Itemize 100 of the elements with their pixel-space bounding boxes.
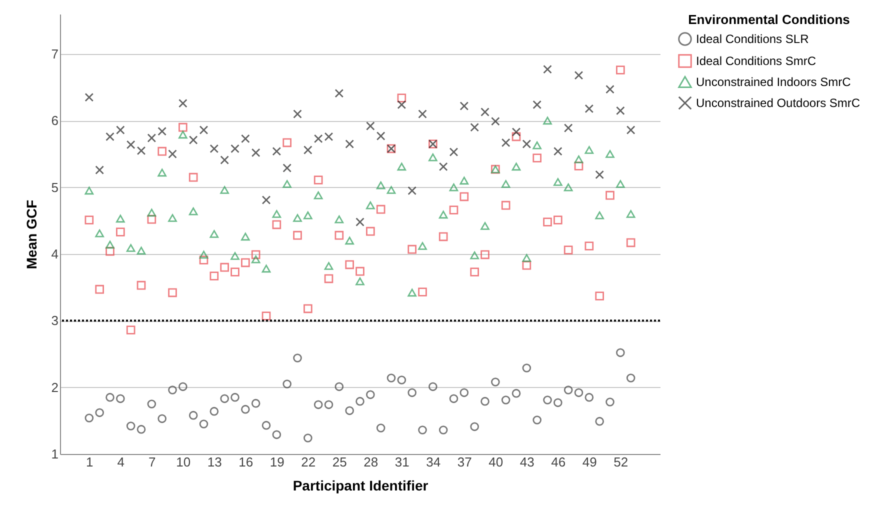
point (178, 98, 188, 108)
point (95, 408, 104, 418)
point (230, 268, 240, 276)
point (314, 176, 323, 184)
point (460, 102, 469, 110)
x-tick-label: 31 (394, 454, 410, 470)
point (491, 378, 500, 386)
point (449, 148, 458, 156)
point (595, 170, 604, 180)
point (282, 138, 292, 148)
point (262, 196, 271, 204)
point (449, 206, 458, 214)
point (418, 426, 427, 434)
point (178, 122, 188, 132)
point (136, 246, 146, 255)
point (147, 208, 156, 217)
point (460, 192, 469, 202)
point (282, 164, 292, 172)
x-tick-label: 46 (551, 454, 566, 470)
point (158, 414, 166, 424)
point (584, 146, 594, 154)
point (116, 126, 125, 134)
point (449, 394, 458, 404)
point (84, 186, 94, 195)
x-tick-label: 49 (582, 454, 597, 470)
point (168, 386, 177, 394)
point (574, 70, 584, 80)
point (158, 146, 166, 156)
point (345, 140, 354, 148)
point (606, 84, 614, 94)
point (116, 394, 125, 404)
point (106, 246, 114, 256)
point (438, 426, 448, 434)
point (376, 181, 386, 190)
point (512, 162, 521, 171)
point (324, 132, 334, 142)
point (616, 66, 625, 74)
point (356, 396, 364, 406)
point (251, 250, 260, 260)
point (230, 144, 240, 154)
point (106, 392, 114, 402)
point (428, 153, 438, 162)
point (116, 228, 125, 236)
point (241, 134, 250, 144)
point (334, 88, 344, 98)
point (564, 183, 573, 192)
point (126, 140, 136, 150)
point (418, 110, 427, 118)
point (126, 422, 136, 430)
point (334, 382, 344, 392)
point (210, 406, 219, 416)
point (512, 388, 521, 398)
point (95, 284, 104, 294)
point (178, 130, 188, 139)
point (293, 354, 302, 362)
point (324, 400, 334, 410)
point (543, 64, 552, 74)
point (178, 382, 188, 392)
point (251, 398, 260, 408)
point (512, 132, 521, 142)
y-tick-label: 4 (51, 246, 58, 262)
point (543, 218, 552, 226)
point (408, 288, 416, 297)
point (366, 122, 375, 130)
point (606, 150, 614, 158)
point (584, 392, 594, 402)
point (304, 304, 312, 314)
point (304, 211, 312, 220)
point (334, 215, 344, 224)
point (501, 200, 510, 210)
point (230, 252, 240, 260)
point (314, 191, 323, 200)
point (262, 312, 271, 320)
point (293, 110, 302, 118)
legend-label: Unconstrained Indoors SmrC (696, 75, 852, 89)
point (345, 406, 354, 416)
x-tick-label: 10 (176, 454, 191, 470)
point (366, 226, 375, 236)
point (356, 277, 364, 286)
point (210, 144, 219, 154)
point (532, 154, 542, 162)
point (188, 207, 198, 216)
point (554, 178, 562, 186)
point (460, 388, 469, 398)
point (356, 218, 364, 226)
point (376, 132, 386, 140)
point (376, 204, 386, 214)
point (356, 266, 364, 276)
point (84, 92, 94, 102)
point (304, 434, 312, 442)
point (158, 168, 166, 177)
point (106, 240, 114, 249)
point (501, 138, 510, 148)
point (293, 214, 302, 222)
point (272, 210, 282, 218)
x-tick-label: 25 (332, 454, 347, 470)
point (199, 420, 208, 428)
point (126, 326, 136, 334)
point (376, 424, 386, 432)
point (584, 242, 594, 250)
